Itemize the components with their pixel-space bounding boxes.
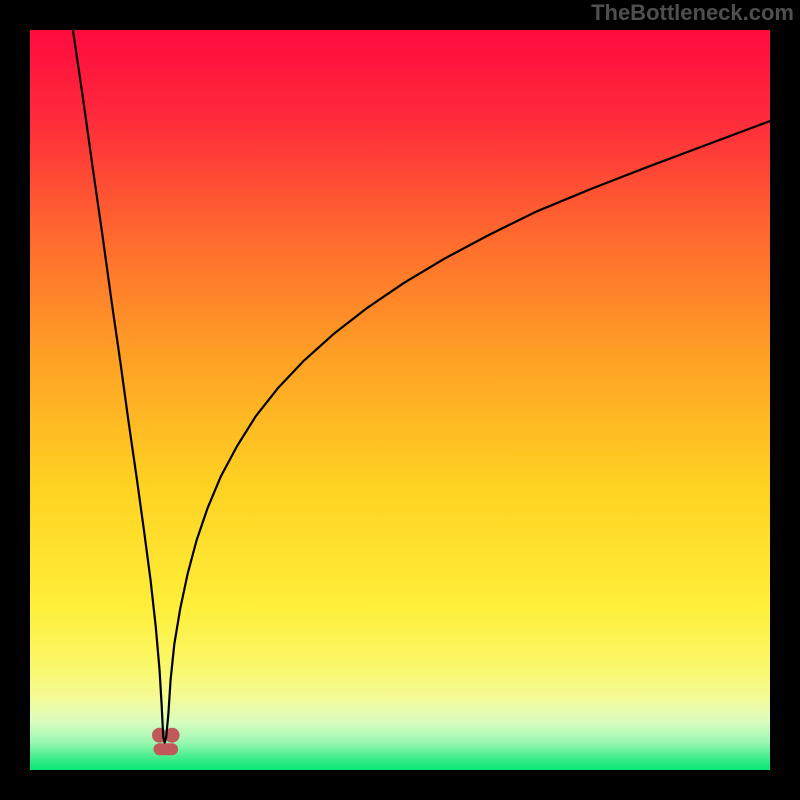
- gradient-background: [30, 30, 770, 770]
- chart-stage: TheBottleneck.com: [0, 0, 800, 800]
- plot-area: [30, 30, 770, 770]
- watermark-text: TheBottleneck.com: [591, 0, 794, 26]
- plot-svg: [30, 30, 770, 770]
